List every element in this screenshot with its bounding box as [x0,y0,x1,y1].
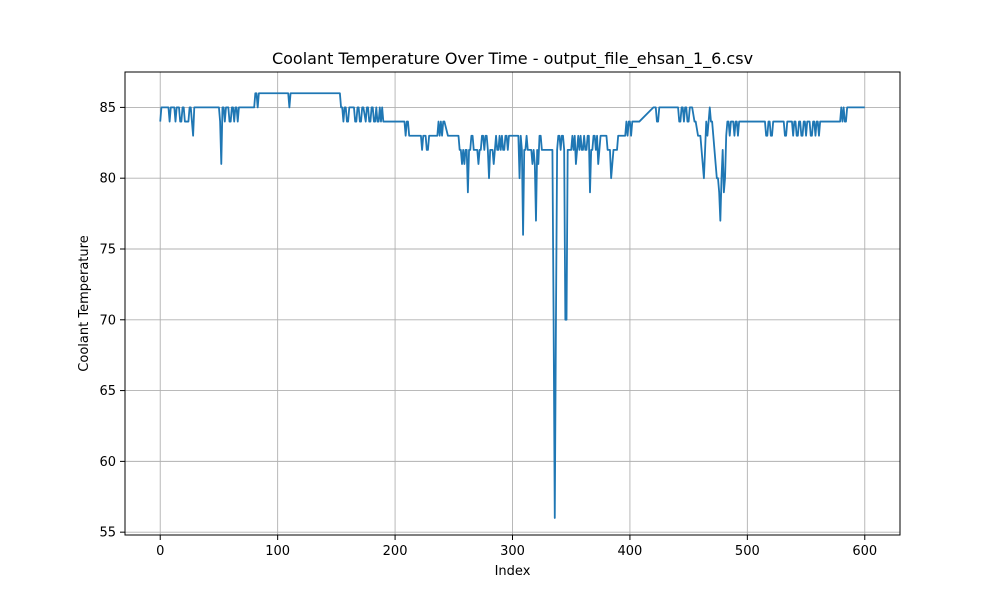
x-tick-label: 200 [383,544,408,559]
y-tick-label: 65 [99,384,116,399]
y-tick-label: 60 [99,455,116,470]
series-line [159,92,865,519]
x-tick-label: 500 [735,544,760,559]
y-axis: 55 60 65 70 75 80 85 [99,101,125,541]
x-axis: 0 100 200 300 400 500 600 [156,535,877,559]
y-tick-label: 80 [99,172,116,187]
y-axis-label: Coolant Temperature [77,235,92,371]
x-tick-label: 100 [265,544,290,559]
y-tick-label: 85 [99,101,116,116]
x-tick-label: 400 [618,544,643,559]
grid-lines [125,72,900,535]
x-tick-label: 0 [156,544,164,559]
y-tick-label: 70 [99,313,116,328]
series-group [159,92,865,519]
x-axis-label: Index [495,564,531,579]
y-tick-label: 55 [99,526,116,541]
chart-title: Coolant Temperature Over Time - output_f… [272,49,753,69]
x-tick-label: 600 [852,544,877,559]
x-tick-label: 300 [500,544,525,559]
y-tick-label: 75 [99,242,116,257]
